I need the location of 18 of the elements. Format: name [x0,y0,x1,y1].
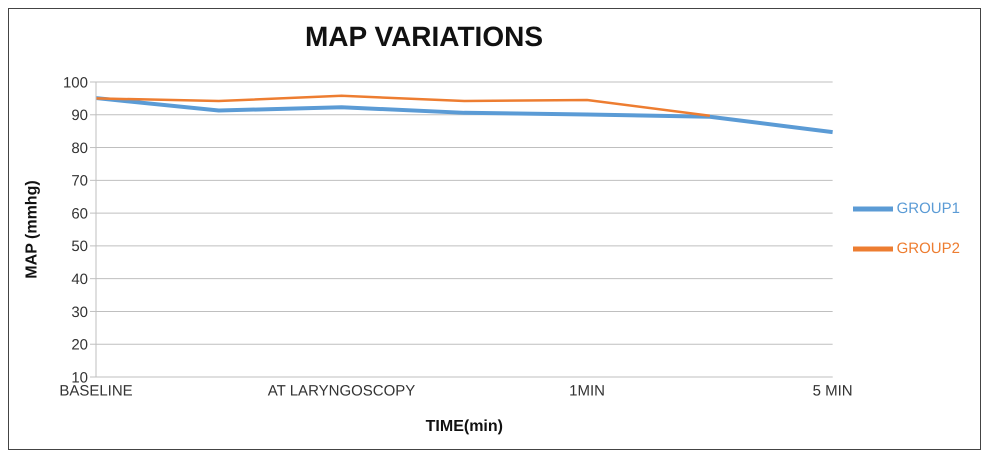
x-tick-label: AT LARYNGOSCOPY [268,382,416,400]
y-tick-label: 20 [71,336,88,354]
y-tick-label: 50 [71,238,88,256]
x-tick-label: 1MIN [569,382,606,400]
y-tick-label: 80 [71,140,88,157]
line-series [94,94,712,118]
y-tick-label: 30 [71,304,88,321]
y-tick-label: 90 [71,107,88,124]
y-tick-label: 60 [71,205,88,222]
x-axis-title: TIME(min) [426,418,503,435]
y-tick-label: 100 [62,74,88,92]
y-axis-title: MAP (mmhg) [24,180,41,279]
chart-title: MAP VARIATIONS [304,21,544,53]
x-tick-label: 5 MIN [812,382,853,400]
y-tick-label: 40 [71,270,88,288]
y-tick-label: 70 [71,172,88,190]
legend-label: GROUP2 [896,240,960,257]
legend-label: GROUP1 [896,200,960,217]
